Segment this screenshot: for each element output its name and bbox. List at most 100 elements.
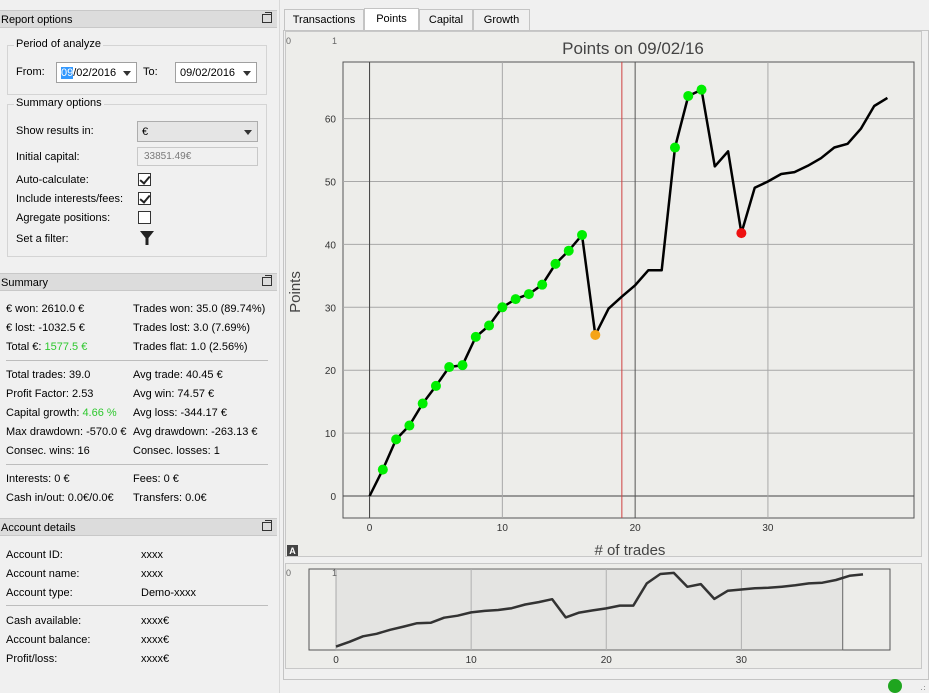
x-tick-label: 10: [497, 523, 509, 534]
period-group: Period of analyze: [7, 38, 267, 95]
win-trade-point: [391, 434, 402, 445]
y-tick-label: 40: [325, 240, 337, 251]
win-trade-point: [484, 320, 495, 331]
account-type-value: Demo-xxxx: [141, 587, 197, 599]
points-chart[interactable]: 0 10 20 30 40 50 60 0 10 20 30 Points on 09/02/16 # …: [285, 31, 922, 559]
filter-label: Set a filter:: [16, 233, 69, 245]
float-panel-icon[interactable]: [262, 520, 272, 531]
float-panel-icon[interactable]: [262, 275, 272, 286]
x-tick-label: 30: [762, 523, 774, 534]
auto-calculate-checkbox[interactable]: [138, 173, 151, 186]
from-date-rest: /02/2016: [73, 67, 117, 79]
total-trades: Total trades: 39.0: [6, 369, 91, 381]
axis-badge-icon: [287, 545, 298, 556]
win-trade-point: [550, 258, 561, 269]
y-tick-label: 30: [325, 303, 337, 314]
y-tick-label: 20: [325, 366, 337, 377]
win-trade-point: [444, 362, 455, 373]
win-trade-point: [577, 229, 588, 240]
initial-capital-value: 33851.49€: [144, 151, 192, 162]
divider: [6, 464, 268, 465]
corner-label: 0: [286, 36, 291, 46]
overview-x-tick-label: 0: [333, 655, 339, 666]
summary-header: Summary: [0, 273, 277, 291]
summary-options-title: Summary options: [14, 97, 104, 109]
initial-capital-label: Initial capital:: [16, 151, 80, 163]
show-results-value: €: [142, 126, 149, 138]
include-fees-checkbox[interactable]: [138, 192, 151, 205]
win-trade-point: [497, 302, 508, 313]
total-euro-label: Total €:: [6, 341, 45, 353]
cash-available-value: xxxx€: [141, 615, 170, 627]
float-panel-icon[interactable]: [262, 12, 272, 23]
aggregate-checkbox[interactable]: [138, 211, 151, 224]
splitter[interactable]: [279, 0, 280, 693]
overview-series-line: [335, 571, 864, 648]
connection-status-indicator: [888, 679, 902, 693]
chevron-down-icon: [243, 71, 251, 76]
divider: [6, 605, 268, 606]
total-euro-value: 1577.5 €: [44, 341, 88, 353]
capital-growth-value: 4.66 %: [82, 407, 117, 419]
trades-won: Trades won: 35.0 (89.74%): [133, 303, 266, 315]
overview-chart-svg: 0 10 20 30 0 1: [286, 568, 891, 666]
y-axis-label: Points: [287, 271, 304, 313]
account-name-value: xxxx: [141, 568, 163, 580]
filter-icon[interactable]: [139, 230, 155, 246]
profit-loss-label: Profit/loss:: [6, 653, 58, 665]
win-trade-point: [696, 84, 707, 95]
win-trade-point: [417, 398, 428, 409]
tab-points[interactable]: Points: [364, 8, 419, 30]
avg-trade: Avg trade: 40.45 €: [133, 369, 223, 381]
win-trade-point: [537, 279, 548, 290]
overview-corner-label: 1: [332, 568, 337, 578]
capital-growth: Capital growth: 4.66 %: [6, 407, 117, 419]
interests: Interests: 0 €: [6, 473, 70, 485]
auto-calculate-label: Auto-calculate:: [16, 174, 89, 186]
account-details-header: Account details: [0, 518, 277, 536]
y-tick-label: 60: [325, 115, 337, 126]
account-balance-label: Account balance:: [6, 634, 91, 646]
x-tick-label: 20: [630, 523, 642, 534]
euro-won: € won: 2610.0 €: [6, 303, 85, 315]
divider: [6, 360, 268, 361]
profit-loss-value: xxxx€: [141, 653, 170, 665]
from-date-picker[interactable]: 09/02/2016: [56, 62, 137, 83]
summary-title: Summary: [1, 277, 49, 289]
avg-win: Avg win: 74.57 €: [133, 388, 215, 400]
overview-selection-window: [335, 568, 844, 651]
tab-transactions[interactable]: Transactions: [284, 9, 364, 30]
win-trade-point: [563, 245, 574, 256]
transfers: Transfers: 0.0€: [133, 492, 207, 504]
max-drawdown: Max drawdown: -570.0 €: [6, 426, 127, 438]
tab-capital[interactable]: Capital: [419, 9, 473, 30]
summary-options-group: Summary options: [7, 97, 267, 257]
win-trade-point: [510, 294, 521, 305]
capital-growth-label: Capital growth:: [6, 407, 83, 419]
trades-flat: Trades flat: 1.0 (2.56%): [133, 341, 248, 353]
y-tick-label: 0: [330, 492, 336, 503]
chevron-down-icon: [244, 130, 252, 135]
tab-growth[interactable]: Growth: [473, 9, 530, 30]
report-options-header: Report options: [0, 10, 277, 28]
to-date-picker[interactable]: 09/02/2016: [175, 62, 257, 83]
overview-chart[interactable]: 0 10 20 30 0 1: [285, 563, 922, 669]
cash-available-label: Cash available:: [6, 615, 82, 627]
win-trade-point: [377, 464, 388, 475]
total-euro: Total €: 1577.5 €: [6, 341, 87, 353]
account-id-value: xxxx: [141, 549, 163, 561]
from-label: From:: [16, 66, 45, 78]
show-results-select[interactable]: €: [137, 121, 258, 142]
account-name-label: Account name:: [6, 568, 80, 580]
to-label: To:: [143, 66, 158, 78]
consec-losses: Consec. losses: 1: [133, 445, 220, 457]
win-trade-point: [669, 142, 680, 153]
account-type-label: Account type:: [6, 587, 73, 599]
show-results-label: Show results in:: [16, 125, 94, 137]
resize-grip-icon[interactable]: [918, 683, 926, 691]
win-trade-point: [523, 289, 534, 300]
initial-capital-field[interactable]: 33851.49€: [137, 147, 258, 166]
axis-badge-label: A: [289, 546, 296, 556]
overview-x-tick-label: 10: [466, 655, 478, 666]
